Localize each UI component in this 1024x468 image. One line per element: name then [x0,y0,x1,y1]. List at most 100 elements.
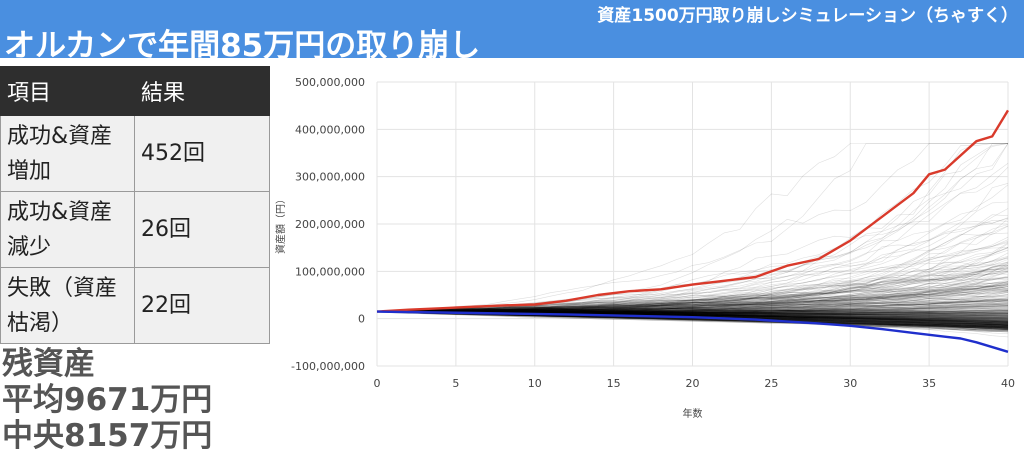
simulation-line [376,264,1009,312]
simulation-line [376,309,1008,313]
summary-average: 平均9671万円 [2,382,213,418]
simulation-line [376,277,1009,313]
simulation-line [376,310,1009,323]
simulation-line [376,143,1008,313]
simulation-line [376,307,1009,313]
simulation-line [377,305,1009,313]
simulation-line [377,294,1009,312]
simulation-line [376,310,1009,320]
max-series-line [376,109,1010,313]
simulation-line [376,311,1009,330]
simulation-line [376,311,1009,338]
simulation-line [376,310,1009,315]
simulation-line [376,310,1009,314]
simulation-line [376,284,1009,312]
y-tick-label: -100,000,000 [291,360,365,373]
simulation-line [376,309,1009,318]
simulation-line [377,288,1009,312]
simulation-line [376,241,1009,312]
simulation-line [376,265,1009,312]
simulation-line [376,309,1009,314]
simulation-line [376,300,1009,312]
y-tick-label: 300,000,000 [295,171,365,184]
simulation-line [376,311,1009,322]
simulation-line [376,309,1008,313]
simulation-line [376,308,1008,313]
simulation-line [376,311,1009,330]
simulation-line [376,311,1009,330]
y-tick-label: 0 [358,313,365,326]
highlight-series [376,109,1010,353]
simulation-line [376,284,1009,312]
simulation-line [377,309,1009,324]
simulation-line [376,208,1009,312]
simulation-line [376,236,1009,312]
simulation-line [376,309,1009,318]
x-tick-label: 35 [922,377,936,390]
simulation-line [376,249,1009,312]
simulation-line [376,311,1009,333]
simulation-line [376,284,1009,312]
simulation-line-chart: -100,000,000 0 100,000,000 200,000,000 300,0… [274,76,1015,420]
simulation-line [376,281,1009,312]
simulation-line [376,309,1009,314]
simulation-line [376,302,1009,313]
table-row: 成功&資産増加 452回 [0,115,270,192]
y-axis-label: 資産額（円） [274,194,287,254]
simulation-line [376,310,1009,315]
simulation-line [376,303,1008,312]
simulation-line [376,310,1009,321]
simulation-line [376,270,1009,312]
simulation-line [376,143,1008,312]
simulation-line [376,288,1009,312]
simulation-line [376,310,1009,325]
simulation-line [376,310,1009,320]
table-cell-item: 失敗（資産枯渇） [0,267,135,344]
simulation-line [376,310,1009,315]
simulation-line [376,282,1009,313]
simulation-line [377,303,1009,312]
simulation-line [377,272,1009,313]
simulation-line [376,281,1009,313]
simulation-line [376,276,1009,313]
simulation-line [376,163,1009,312]
x-tick-label: 15 [607,377,621,390]
simulation-line [376,166,1009,313]
simulation-line [376,309,1009,313]
simulation-line [376,268,1009,312]
simulation-line [376,297,1009,312]
simulation-line [376,284,1009,313]
simulation-line [376,311,1009,332]
simulation-line [376,288,1009,312]
simulation-line [376,291,1009,313]
simulation-line [377,283,1009,313]
axis-ticks: -100,000,000 0 100,000,000 200,000,000 300,0… [291,76,1015,390]
chart-grid [376,81,1009,367]
simulation-line [376,310,1009,326]
simulation-line [376,301,1009,313]
simulation-line [376,294,1009,313]
simulation-line [377,308,1009,313]
simulation-line [377,309,1009,313]
simulation-line [376,311,1009,319]
simulation-line [376,311,1009,329]
simulation-line [376,283,1009,313]
simulation-line [376,219,1009,312]
simulation-line [377,305,1009,313]
simulation-line [376,275,1009,312]
simulation-line [376,310,1009,322]
simulation-line [377,258,1009,312]
simulation-line [376,267,1009,312]
simulation-line [376,310,1009,322]
simulation-line [376,297,1009,313]
simulation-line [376,309,1009,321]
simulation-line [377,282,1009,312]
simulation-line [377,311,1009,331]
simulation-line [376,287,1009,313]
y-tick-label: 500,000,000 [295,76,365,89]
simulation-line [376,310,1009,320]
simulation-line [376,310,1009,315]
simulation-line [376,286,1009,312]
simulation-line [376,310,1009,324]
remaining-assets-summary: 残資産 平均9671万円 中央8157万円 [2,346,212,454]
